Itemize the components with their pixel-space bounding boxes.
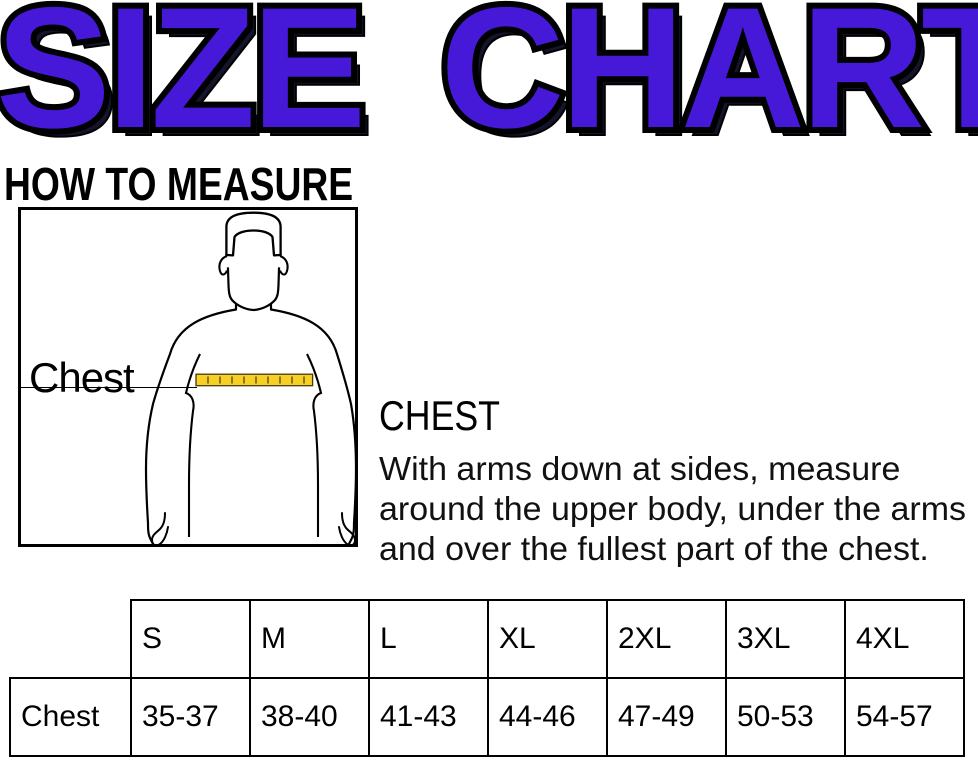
svg-text:SIZECHART: SIZE CHART bbox=[0, 0, 978, 150]
